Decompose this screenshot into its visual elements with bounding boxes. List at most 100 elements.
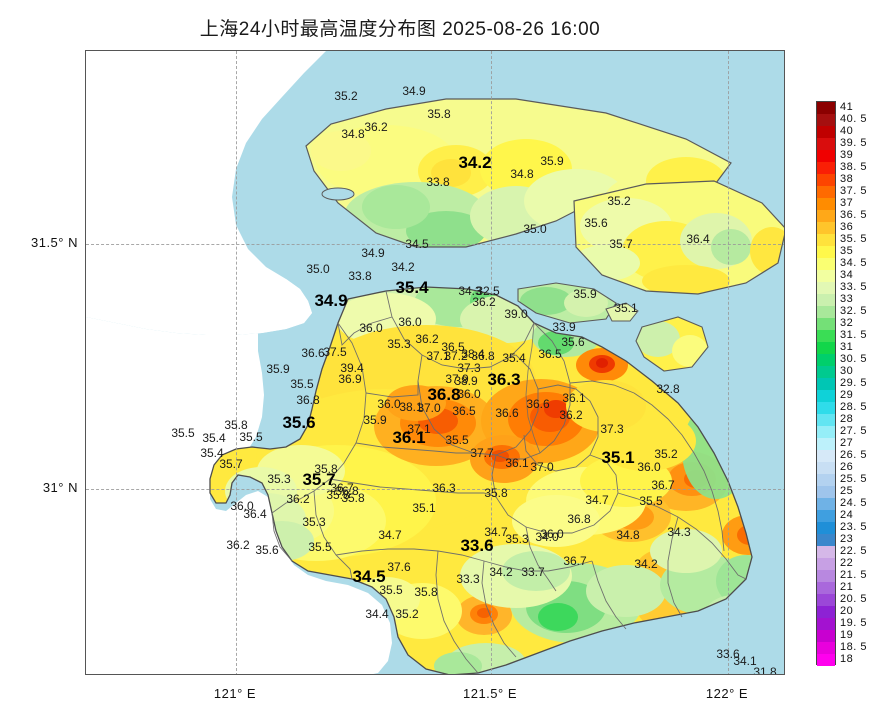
x-axis-tick: 122° E	[705, 686, 749, 701]
colorbar-band	[817, 522, 835, 534]
colorbar-band	[817, 342, 835, 354]
colorbar-tick: 36. 5	[840, 209, 867, 221]
colorbar-tick-labels: 41 40. 5 40 39. 5 39 38. 5 38 37. 5 37 36. 5 36 35.…	[840, 95, 875, 675]
colorbar-band	[817, 318, 835, 330]
colorbar-band	[817, 210, 835, 222]
colorbar-tick: 32	[840, 317, 854, 329]
colorbar-tick: 38	[840, 173, 854, 185]
colorbar-tick: 31. 5	[840, 329, 867, 341]
colorbar-band	[817, 174, 835, 186]
colorbar-band	[817, 426, 835, 438]
colorbar-band	[817, 246, 835, 258]
colorbar-tick: 33	[840, 293, 854, 305]
colorbar-tick: 18. 5	[840, 641, 867, 653]
colorbar-band	[817, 558, 835, 570]
gridline-lat-31_5	[86, 244, 784, 245]
colorbar-band	[817, 390, 835, 402]
colorbar-tick: 30. 5	[840, 353, 867, 365]
colorbar-tick: 39. 5	[840, 137, 867, 149]
colorbar-band	[817, 306, 835, 318]
colorbar-band	[817, 618, 835, 630]
colorbar-tick: 36	[840, 221, 854, 233]
contour-map-svg	[86, 51, 784, 674]
colorbar-tick: 20. 5	[840, 593, 867, 605]
colorbar-tick: 32. 5	[840, 305, 867, 317]
colorbar-tick: 22. 5	[840, 545, 867, 557]
colorbar-tick: 26. 5	[840, 449, 867, 461]
gridline-lat-31	[86, 489, 784, 490]
colorbar-band	[817, 378, 835, 390]
colorbar-tick: 41	[840, 101, 854, 113]
colorbar-band	[817, 474, 835, 486]
colorbar-tick: 19	[840, 629, 854, 641]
colorbar-band	[817, 330, 835, 342]
map-plot-area[interactable]: 35.2 34.9 35.8 36.2 34.8 34.2 35.9 34.8 33.8 35.2…	[85, 50, 785, 675]
colorbar-band	[817, 486, 835, 498]
colorbar-tick: 26	[840, 461, 854, 473]
colorbar-tick: 40	[840, 125, 854, 137]
colorbar-tick: 23	[840, 533, 854, 545]
colorbar-band	[817, 498, 835, 510]
colorbar-band	[817, 630, 835, 642]
colorbar-tick: 28	[840, 413, 854, 425]
colorbar-band	[817, 150, 835, 162]
colorbar-band	[817, 414, 835, 426]
colorbar-tick: 29. 5	[840, 377, 867, 389]
colorbar-band	[817, 654, 835, 666]
colorbar-tick: 29	[840, 389, 854, 401]
colorbar-band	[817, 402, 835, 414]
colorbar-band	[817, 594, 835, 606]
colorbar-tick: 20	[840, 605, 854, 617]
colorbar-tick: 23. 5	[840, 521, 867, 533]
colorbar-tick: 22	[840, 557, 854, 569]
colorbar-band	[817, 510, 835, 522]
colorbar-band	[817, 270, 835, 282]
colorbar-tick: 35	[840, 245, 854, 257]
colorbar-band	[817, 450, 835, 462]
colorbar-band	[817, 114, 835, 126]
colorbar-band	[817, 186, 835, 198]
y-axis-tick: 31° N	[42, 480, 78, 495]
temperature-colorbar[interactable]	[816, 101, 836, 666]
colorbar-band	[817, 642, 835, 654]
colorbar-tick: 27	[840, 437, 854, 449]
colorbar-band	[817, 282, 835, 294]
colorbar-tick: 27. 5	[840, 425, 867, 437]
colorbar-band	[817, 606, 835, 618]
colorbar-band	[817, 438, 835, 450]
colorbar-tick: 28. 5	[840, 401, 867, 413]
gridline-lon-121	[236, 51, 237, 674]
colorbar-band	[817, 546, 835, 558]
colorbar-tick: 21	[840, 581, 854, 593]
gridline-lon-121_5	[491, 51, 492, 674]
y-axis-tick: 31.5° N	[30, 235, 78, 250]
colorbar-tick: 39	[840, 149, 854, 161]
colorbar-tick: 37. 5	[840, 185, 867, 197]
x-axis-tick: 121.5° E	[462, 686, 517, 701]
colorbar-band	[817, 234, 835, 246]
colorbar-band	[817, 366, 835, 378]
colorbar-band	[817, 534, 835, 546]
colorbar-band	[817, 582, 835, 594]
colorbar-tick: 18	[840, 653, 854, 665]
colorbar-band	[817, 570, 835, 582]
colorbar-band	[817, 258, 835, 270]
colorbar-tick: 25. 5	[840, 473, 867, 485]
page-title: 上海24小时最高温度分布图 2025-08-26 16:00	[199, 19, 601, 40]
colorbar-band	[817, 354, 835, 366]
colorbar-tick: 37	[840, 197, 854, 209]
colorbar-band	[817, 126, 835, 138]
colorbar-tick: 25	[840, 485, 854, 497]
colorbar-tick: 19. 5	[840, 617, 867, 629]
colorbar-tick: 24. 5	[840, 497, 867, 509]
colorbar-band	[817, 138, 835, 150]
colorbar-tick: 34. 5	[840, 257, 867, 269]
colorbar-band	[817, 462, 835, 474]
colorbar-tick: 31	[840, 341, 854, 353]
colorbar-band	[817, 222, 835, 234]
gridline-lon-122	[728, 51, 729, 674]
colorbar-tick: 33. 5	[840, 281, 867, 293]
colorbar-band	[817, 102, 835, 114]
colorbar-tick: 35. 5	[840, 233, 867, 245]
